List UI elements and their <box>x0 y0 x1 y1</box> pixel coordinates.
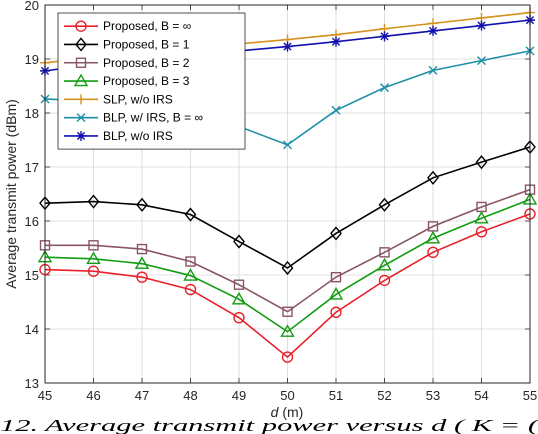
legend: Proposed, B = ∞ Proposed, B = 1 Proposed, … <box>57 12 246 150</box>
legend-item: Proposed, B = ∞ <box>64 19 191 33</box>
data-point <box>280 324 295 337</box>
data-point <box>87 194 100 209</box>
y-tick-label: 13 <box>25 376 39 391</box>
x-tick-label: 53 <box>426 388 440 403</box>
data-point <box>428 65 438 75</box>
series-line-4 <box>44 198 531 333</box>
series-line-1 <box>44 213 531 359</box>
data-point <box>425 230 441 244</box>
data-point <box>427 246 439 259</box>
y-tick-labels: 13 14 15 16 17 18 19 20 <box>25 0 39 391</box>
data-point <box>330 226 342 241</box>
data-point <box>377 257 392 271</box>
data-point <box>380 83 389 93</box>
data-point <box>475 226 488 238</box>
data-point <box>282 41 293 52</box>
data-point <box>73 73 89 87</box>
data-point <box>428 25 438 36</box>
data-point <box>183 268 198 281</box>
x-tick-labels: 45 46 47 48 49 50 51 52 53 54 55 <box>38 388 537 403</box>
legend-label: BLP, w/ IRS, B = ∞ <box>103 111 203 125</box>
legend-label: Proposed, B = 1 <box>103 37 190 51</box>
data-point <box>233 234 245 249</box>
y-tick-label: 19 <box>25 52 39 67</box>
y-axis-label: Average transmit power (dBm) <box>3 99 19 289</box>
data-point <box>233 279 245 290</box>
data-point <box>474 210 489 224</box>
data-point <box>427 170 439 185</box>
legend-item: Proposed, B = 3 <box>64 73 190 88</box>
legend-label: SLP, w/o IRS <box>103 92 173 106</box>
x-axis-symbol: d <box>271 404 280 420</box>
data-point <box>233 311 245 324</box>
data-point <box>76 113 86 123</box>
x-tick-label: 55 <box>523 388 537 403</box>
data-point <box>378 197 391 212</box>
series-line-2 <box>44 146 531 269</box>
caption-fragment: 12. Average transmit power versus d ( K … <box>0 416 538 434</box>
y-tick-label: 20 <box>25 0 39 13</box>
legend-label: Proposed, B = ∞ <box>103 19 191 33</box>
legend-item: BLP, w/o IRS <box>64 129 173 143</box>
x-axis-label: d (m) <box>271 404 304 420</box>
legend-label: Proposed, B = 2 <box>103 56 190 70</box>
data-point <box>184 283 197 296</box>
y-tick-label: 17 <box>25 160 39 175</box>
data-point <box>281 260 294 276</box>
y-tick-label: 15 <box>25 268 39 283</box>
legend-item: Proposed, B = 1 <box>64 37 190 52</box>
x-tick-label: 46 <box>86 388 100 403</box>
series-line-3 <box>45 188 531 313</box>
x-tick-label: 54 <box>474 388 488 403</box>
legend-label: Proposed, B = 3 <box>103 74 190 88</box>
data-point <box>328 287 344 300</box>
y-tick-label: 18 <box>25 106 39 121</box>
x-tick-label: 48 <box>183 388 197 403</box>
data-point <box>231 291 247 305</box>
data-point <box>75 57 87 68</box>
data-point <box>281 351 294 363</box>
data-point <box>184 207 197 222</box>
data-point <box>282 306 293 317</box>
data-point <box>88 240 99 251</box>
data-point <box>379 247 390 258</box>
plot-frame <box>44 4 531 384</box>
data-point <box>283 140 292 150</box>
data-point <box>477 56 486 66</box>
data-point <box>379 31 390 42</box>
data-point <box>136 243 148 255</box>
x-tick-label: 50 <box>280 388 294 403</box>
data-point <box>75 37 87 52</box>
x-tick-label: 47 <box>135 388 149 403</box>
data-point <box>86 251 101 264</box>
legend-item: Proposed, B = 2 <box>64 56 190 70</box>
data-point <box>475 155 488 170</box>
x-tick-label: 45 <box>38 388 52 403</box>
data-point <box>87 265 100 277</box>
x-tick-label: 49 <box>232 388 246 403</box>
legend-item: BLP, w/ IRS, B = ∞ <box>64 111 203 125</box>
data-point <box>76 130 86 141</box>
data-point <box>136 271 148 283</box>
x-tick-label: 52 <box>377 388 391 403</box>
data-point <box>75 20 87 32</box>
data-point <box>330 271 342 283</box>
x-axis-unit: (m) <box>278 404 303 420</box>
data-point <box>76 94 86 105</box>
data-point <box>331 105 341 115</box>
data-point <box>476 20 487 31</box>
series-markers-4 <box>37 191 538 337</box>
legend-label: BLP, w/o IRS <box>103 129 173 143</box>
data-point <box>136 197 148 212</box>
y-tick-label: 16 <box>25 214 39 229</box>
y-tick-label: 14 <box>25 322 39 337</box>
x-tick-label: 51 <box>329 388 343 403</box>
legend-item: SLP, w/o IRS <box>64 92 173 106</box>
data-point <box>378 274 391 287</box>
data-point <box>330 306 342 318</box>
data-point <box>134 256 150 269</box>
data-point <box>185 256 196 267</box>
data-point <box>331 36 341 47</box>
